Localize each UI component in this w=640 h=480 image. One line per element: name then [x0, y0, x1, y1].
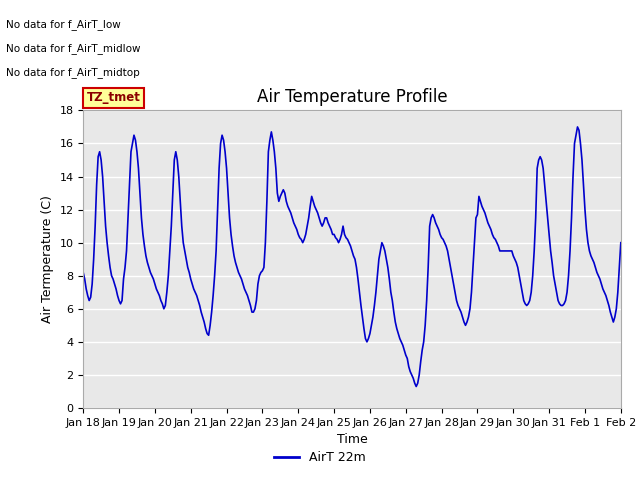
- Text: TZ_tmet: TZ_tmet: [86, 91, 140, 104]
- Title: Air Temperature Profile: Air Temperature Profile: [257, 88, 447, 106]
- Text: No data for f_AirT_low: No data for f_AirT_low: [6, 19, 121, 30]
- Text: No data for f_AirT_midtop: No data for f_AirT_midtop: [6, 67, 140, 78]
- Y-axis label: Air Termperature (C): Air Termperature (C): [41, 195, 54, 323]
- X-axis label: Time: Time: [337, 433, 367, 446]
- Legend: AirT 22m: AirT 22m: [269, 446, 371, 469]
- Text: No data for f_AirT_midlow: No data for f_AirT_midlow: [6, 43, 141, 54]
